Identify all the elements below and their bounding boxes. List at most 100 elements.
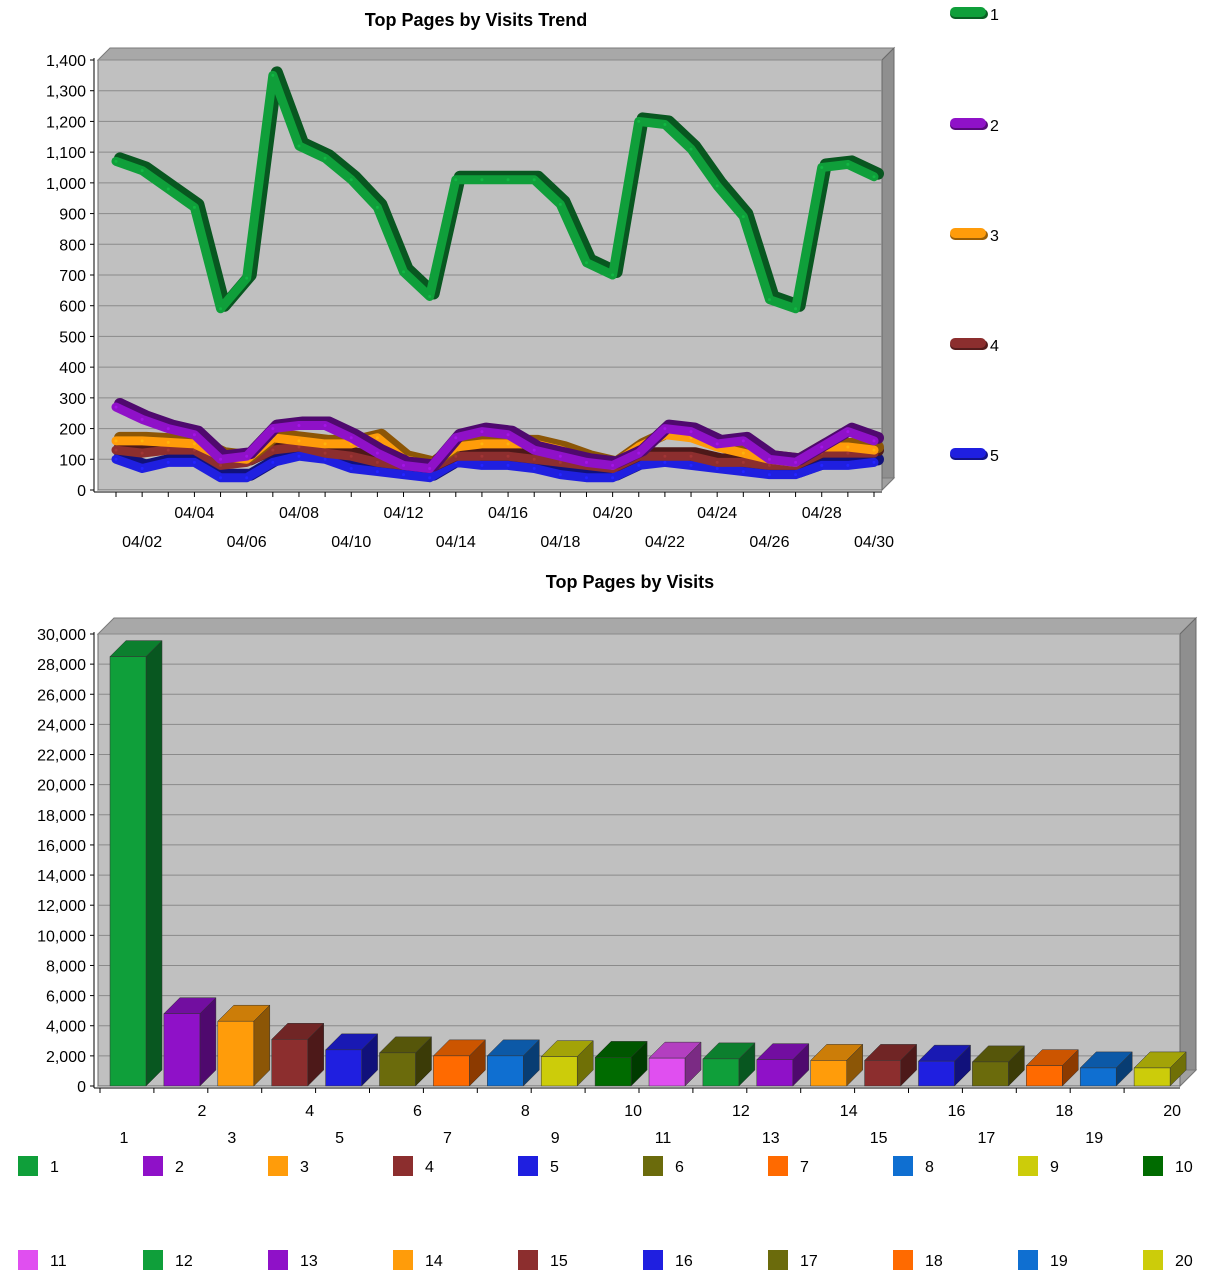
data-point <box>637 451 641 455</box>
data-point <box>166 460 170 464</box>
x-tick-label: 13 <box>762 1130 780 1147</box>
legend-label: 10 <box>1175 1159 1193 1176</box>
bar-18 <box>1026 1065 1063 1087</box>
bar-2 <box>163 1013 201 1087</box>
x-tick-label: 04/26 <box>749 534 789 551</box>
y-tick-label: 14,000 <box>37 868 86 885</box>
legend-label: 18 <box>925 1253 943 1270</box>
data-point <box>245 454 249 458</box>
y-tick-label: 16,000 <box>37 838 86 855</box>
legend-label: 3 <box>990 228 999 245</box>
y-tick-label: 700 <box>59 268 86 285</box>
data-point <box>741 451 745 455</box>
data-point <box>480 454 484 458</box>
data-point <box>558 454 562 458</box>
data-point <box>637 463 641 467</box>
x-tick-label: 10 <box>624 1103 642 1120</box>
legend-label: 9 <box>1050 1159 1059 1176</box>
data-point <box>349 178 353 182</box>
data-point <box>846 451 850 455</box>
data-point <box>872 460 876 464</box>
x-tick-label: 04/04 <box>174 505 214 522</box>
x-tick-label: 5 <box>335 1130 344 1147</box>
y-tick-label: 1,000 <box>46 176 86 193</box>
plot-right-face <box>881 46 895 492</box>
data-point <box>166 427 170 431</box>
y-tick-label: 1,400 <box>46 53 86 70</box>
data-point <box>375 470 379 474</box>
data-point <box>271 460 275 464</box>
y-tick-label: 18,000 <box>37 808 86 825</box>
data-point <box>558 473 562 477</box>
data-point <box>506 463 510 467</box>
data-point <box>532 457 536 461</box>
data-point <box>767 457 771 461</box>
data-point <box>767 473 771 477</box>
data-point <box>140 451 144 455</box>
x-tick-label: 04/30 <box>854 534 894 551</box>
data-point <box>584 460 588 464</box>
x-tick-label: 7 <box>443 1130 452 1147</box>
data-point <box>323 442 327 446</box>
legend-label: 2 <box>990 118 999 135</box>
data-point <box>820 166 824 169</box>
legend-label: 19 <box>1050 1253 1068 1270</box>
data-point <box>741 460 745 464</box>
data-point <box>767 298 771 302</box>
data-point <box>584 261 588 265</box>
x-tick-label: 3 <box>227 1130 236 1147</box>
x-tick-label: 04/06 <box>227 534 267 551</box>
data-point <box>506 178 510 182</box>
legend-swatch-10 <box>1143 1156 1163 1176</box>
x-tick-label: 8 <box>521 1103 530 1120</box>
legend-swatch-2 <box>143 1156 163 1176</box>
legend-label: 11 <box>50 1253 67 1270</box>
data-point <box>794 460 798 464</box>
data-point <box>532 448 536 452</box>
series-line-1 <box>111 70 879 314</box>
x-tick-label: 04/20 <box>593 505 633 522</box>
legend-label: 20 <box>1175 1253 1193 1270</box>
data-point <box>114 439 118 443</box>
x-tick-label: 16 <box>948 1103 966 1120</box>
legend-swatch-12 <box>143 1250 163 1270</box>
y-tick-label: 28,000 <box>37 657 86 674</box>
x-tick-label: 17 <box>978 1130 996 1147</box>
legend-label: 17 <box>800 1253 818 1270</box>
legend-swatch-5 <box>518 1156 538 1176</box>
data-point <box>532 467 536 470</box>
data-point <box>689 454 693 458</box>
data-point <box>349 454 353 458</box>
y-tick-label: 4,000 <box>46 1019 86 1036</box>
y-tick-label: 100 <box>59 452 86 469</box>
legend-swatch-7 <box>768 1156 788 1176</box>
data-point <box>558 460 562 464</box>
bar-6 <box>379 1052 416 1087</box>
y-tick-label: 0 <box>77 1079 86 1096</box>
bar-side <box>145 639 163 1087</box>
x-tick-label: 18 <box>1055 1103 1073 1120</box>
legend-swatch-11 <box>18 1250 38 1270</box>
y-tick-label: 400 <box>59 360 86 377</box>
series-line-2 <box>111 402 879 473</box>
data-point <box>428 295 432 298</box>
x-tick-label: 04/28 <box>802 505 842 522</box>
data-point <box>506 433 510 437</box>
data-point <box>715 184 719 188</box>
x-tick-label: 04/22 <box>645 534 685 551</box>
bar-13 <box>756 1059 794 1087</box>
legend-swatch-19 <box>1018 1250 1038 1270</box>
plot-top-face <box>96 617 1198 635</box>
legend-swatch-13 <box>268 1250 288 1270</box>
legend-swatch-9 <box>1018 1156 1038 1176</box>
data-point <box>402 463 406 467</box>
legend-swatch-6 <box>643 1156 663 1176</box>
data-point <box>532 178 536 182</box>
series-line-5 <box>111 451 879 483</box>
legend-label: 7 <box>800 1159 809 1176</box>
legend-swatch-14 <box>393 1250 413 1270</box>
data-point <box>715 442 719 446</box>
legend-swatch-1 <box>18 1156 38 1176</box>
y-tick-label: 0 <box>77 483 86 500</box>
y-tick-label: 12,000 <box>37 898 86 915</box>
